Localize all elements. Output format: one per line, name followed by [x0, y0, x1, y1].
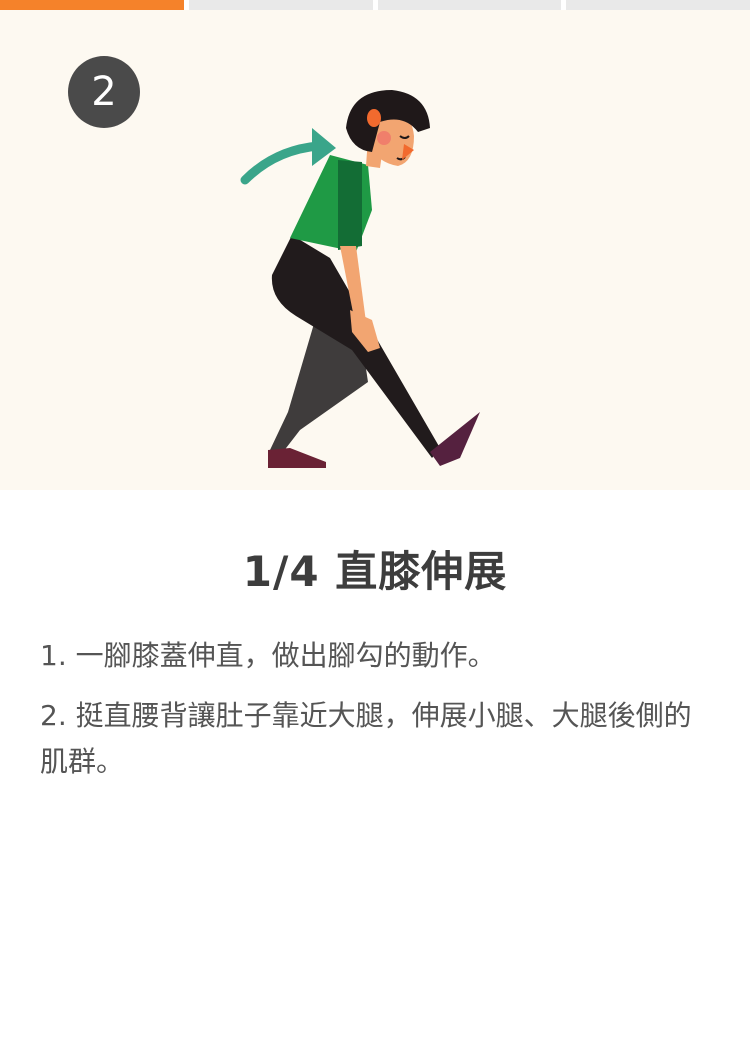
progress-segment-1 — [0, 0, 184, 10]
progress-segment-2 — [188, 0, 373, 10]
motion-arrow-icon — [240, 128, 336, 185]
exercise-illustration-panel: 2 — [0, 10, 750, 490]
progress-segment-3 — [377, 0, 562, 10]
progress-bar — [0, 0, 750, 10]
instruction-list: 1. 一腳膝蓋伸直，做出腳勾的動作。 2. 挺直腰背讓肚子靠近大腿，伸展小腿、大… — [40, 633, 708, 785]
exercise-description: 1/4 直膝伸展 1. 一腳膝蓋伸直，做出腳勾的動作。 2. 挺直腰背讓肚子靠近… — [0, 490, 750, 1060]
exercise-title: 1/4 直膝伸展 — [242, 547, 508, 596]
woman-hamstring-stretch-illustration — [240, 90, 480, 468]
instruction-item: 2. 挺直腰背讓肚子靠近大腿，伸展小腿、大腿後側的肌群。 — [40, 699, 692, 778]
progress-segment-4 — [566, 0, 750, 10]
instruction-item: 1. 一腳膝蓋伸直，做出腳勾的動作。 — [40, 639, 496, 672]
step-number-badge: 2 — [68, 56, 140, 128]
